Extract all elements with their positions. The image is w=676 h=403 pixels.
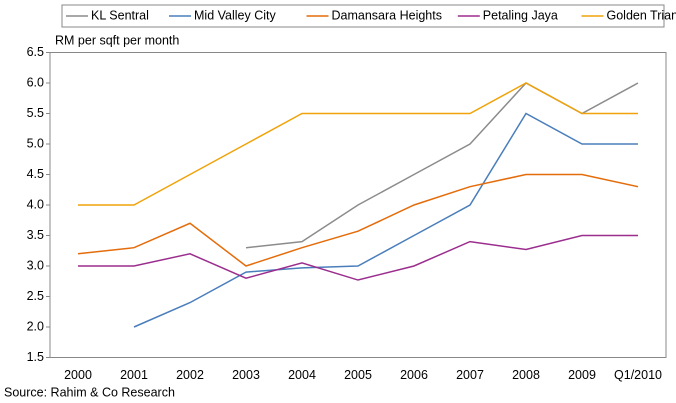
x-tick-label: 2005 <box>344 368 372 382</box>
y-tick-label: 3.5 <box>27 228 44 242</box>
x-tick-label: 2007 <box>456 368 484 382</box>
x-tick-label: 2001 <box>120 368 148 382</box>
series-line <box>78 82 638 206</box>
x-tick-label: 2004 <box>288 368 316 382</box>
x-tick-label: 2008 <box>512 368 540 382</box>
y-tick-label: 5.5 <box>27 106 44 120</box>
source: Source: Rahim & Co Research <box>4 385 175 399</box>
series-line <box>245 82 639 249</box>
x-tick-label: 2009 <box>568 368 596 382</box>
y-tick-label: 2.5 <box>27 289 44 303</box>
legend-box <box>61 4 665 28</box>
y-tick-label: 1.5 <box>27 350 44 364</box>
y-tick-label: 6.5 <box>27 45 44 59</box>
x-tick-label: 2006 <box>400 368 428 382</box>
y-tick-label: 4.0 <box>27 197 44 211</box>
axis-label: RM per sqft per month <box>55 33 179 47</box>
series-line <box>78 234 638 281</box>
legend-label: Mid Valley City <box>194 8 276 22</box>
legend-label: Golden Triangle <box>607 8 676 22</box>
y-tick-label: 4.5 <box>27 167 44 181</box>
series-line <box>133 112 638 328</box>
x-tick-label: Q1/2010 <box>614 368 662 382</box>
series-line <box>77 173 639 267</box>
legend-label: Petaling Jaya <box>483 8 558 22</box>
x-tick-label: 2000 <box>64 368 92 382</box>
legend-label: KL Sentral <box>91 8 149 22</box>
legend-label: Damansara Heights <box>332 8 442 22</box>
y-tick-label: 5.0 <box>27 136 44 150</box>
y-tick-label: 3.0 <box>27 258 44 272</box>
x-tick-label: 2003 <box>232 368 260 382</box>
y-tick-label: 6.0 <box>27 75 44 89</box>
y-tick-label: 2.0 <box>27 319 44 333</box>
x-tick-label: 2002 <box>176 368 204 382</box>
